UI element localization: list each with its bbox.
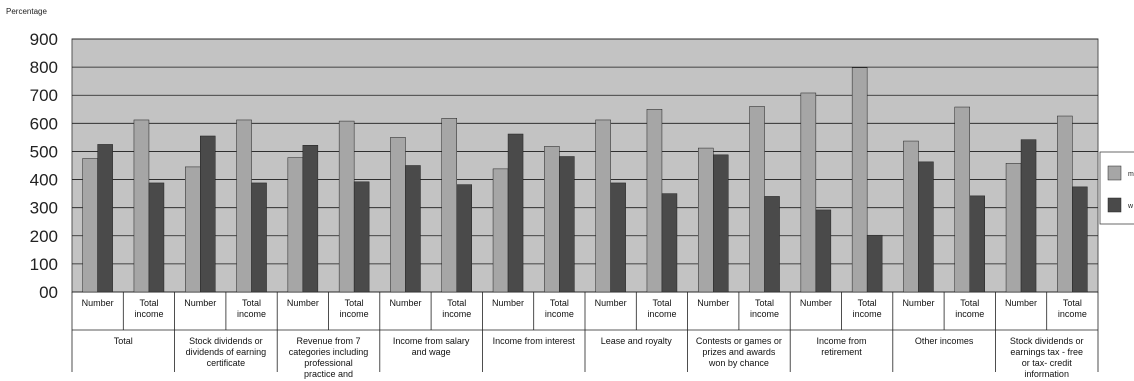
bar-m-9-0 xyxy=(1005,163,1022,293)
bar-w-4-1 xyxy=(559,156,575,293)
bar-w-1-0 xyxy=(200,135,216,293)
bar-w-8-1 xyxy=(969,195,985,293)
bar-w-1-1 xyxy=(251,182,267,293)
bar-w-4-0 xyxy=(507,133,524,293)
bar-m-7-0 xyxy=(800,92,817,293)
sub-category-label: Number xyxy=(595,298,627,308)
category-label: Income from salary and wage xyxy=(393,336,470,357)
sub-category-label: Number xyxy=(800,298,832,308)
bar-m-1-0 xyxy=(185,166,201,293)
y-tick-label: 300 xyxy=(30,199,58,218)
bar-w-3-1 xyxy=(456,184,472,293)
bar-w-6-1 xyxy=(764,196,780,293)
bar-w-2-1 xyxy=(353,181,370,293)
sub-category-label: Total income xyxy=(955,298,984,319)
bar-m-0-0 xyxy=(82,158,98,293)
y-axis-title: Percentage xyxy=(6,7,47,16)
category-label: Stock dividends or earnings tax - free or … xyxy=(1010,336,1084,379)
bar-m-5-1 xyxy=(646,109,663,293)
y-tick-label: 00 xyxy=(39,283,58,302)
bar-w-5-1 xyxy=(661,193,678,293)
legend-label: w xyxy=(1127,203,1134,210)
bar-m-9-1 xyxy=(1057,115,1073,293)
bar-m-6-1 xyxy=(749,106,765,293)
y-tick-label: 200 xyxy=(30,227,58,246)
bar-m-8-0 xyxy=(903,140,919,293)
category-label: Income from interest xyxy=(493,336,576,346)
category-label: Revenue from 7 categories including profes… xyxy=(289,336,369,381)
bar-m-3-0 xyxy=(390,137,406,293)
bar-w-2-0 xyxy=(302,145,319,293)
bar-m-2-0 xyxy=(287,157,304,293)
y-tick-label: 700 xyxy=(30,86,58,105)
category-label: Other incomes xyxy=(915,336,974,346)
sub-category-label: Total income xyxy=(545,298,574,319)
y-tick-label: 800 xyxy=(30,58,58,77)
sub-category-label: Total income xyxy=(853,298,882,319)
y-tick-label: 100 xyxy=(30,255,58,274)
legend-label: m xyxy=(1128,171,1134,178)
sub-category-label: Total income xyxy=(134,298,163,319)
category-label: Lease and royalty xyxy=(601,336,673,346)
legend xyxy=(1099,151,1134,225)
sub-category-label: Number xyxy=(184,298,216,308)
plot-area xyxy=(71,38,1099,293)
sub-category-label: Number xyxy=(287,298,319,308)
bar-m-3-1 xyxy=(441,118,457,293)
sub-category-label: Number xyxy=(1005,298,1037,308)
sub-category-label: Number xyxy=(697,298,729,308)
bar-m-5-0 xyxy=(595,119,611,293)
category-label: Total xyxy=(114,336,133,346)
bar-m-1-1 xyxy=(236,119,252,293)
sub-category-label: Number xyxy=(492,298,524,308)
bar-m-2-1 xyxy=(338,120,355,293)
bar-m-7-1 xyxy=(851,67,868,293)
y-tick-label: 600 xyxy=(30,114,58,133)
bar-w-7-1 xyxy=(866,234,883,293)
bar-w-8-0 xyxy=(918,161,934,293)
y-tick-label: 900 xyxy=(30,30,58,49)
sub-category-label: Total income xyxy=(1058,298,1087,319)
bar-m-0-1 xyxy=(133,119,150,293)
category-label: Income from retirement xyxy=(816,336,866,357)
sub-category-label: Total income xyxy=(340,298,369,319)
sub-category-label: Total income xyxy=(750,298,779,319)
bar-w-7-0 xyxy=(815,209,832,293)
y-tick-label: 500 xyxy=(30,142,58,161)
bar-w-0-0 xyxy=(97,144,113,293)
bar-w-0-1 xyxy=(148,182,165,293)
legend-swatch-w xyxy=(1107,197,1122,213)
bar-m-4-1 xyxy=(544,146,560,293)
bar-m-4-0 xyxy=(492,168,509,293)
bar-w-9-0 xyxy=(1020,139,1037,293)
category-label: Stock dividends or dividends of earning ce… xyxy=(186,336,267,368)
bar-w-9-1 xyxy=(1072,186,1088,293)
y-tick-label: 400 xyxy=(30,171,58,190)
sub-category-label: Total income xyxy=(442,298,471,319)
bar-m-8-1 xyxy=(954,106,970,293)
sub-category-label: Total income xyxy=(647,298,676,319)
bar-w-3-0 xyxy=(405,165,421,293)
bar-m-6-0 xyxy=(698,147,714,293)
sub-category-label: Number xyxy=(389,298,421,308)
legend-swatch-m xyxy=(1107,165,1122,181)
category-label: Contests or games or prizes and awards won… xyxy=(696,336,782,368)
sub-category-label: Total income xyxy=(237,298,266,319)
sub-category-label: Number xyxy=(902,298,934,308)
bar-w-6-0 xyxy=(713,154,729,293)
sub-category-label: Number xyxy=(82,298,114,308)
bar-w-5-0 xyxy=(610,182,626,293)
